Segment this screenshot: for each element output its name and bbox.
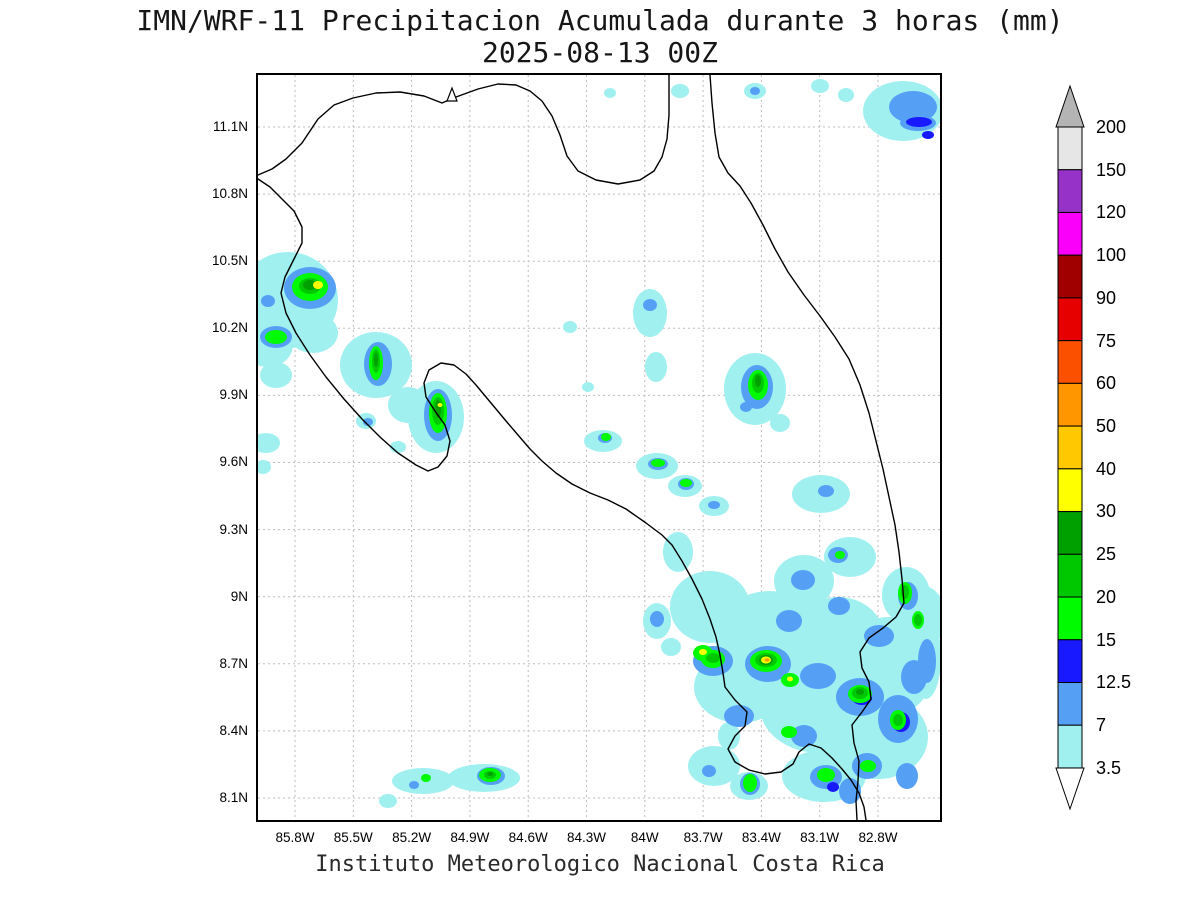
colorbar-segment-150-200 bbox=[1057, 126, 1083, 171]
lat-tick-label: 9N bbox=[230, 588, 248, 604]
coastline-caribbean-border bbox=[709, 75, 905, 820]
lon-tick-label: 84.3W bbox=[566, 830, 606, 845]
lat-tick-label: 9.3N bbox=[219, 521, 248, 537]
colorbar-tick-label: 20 bbox=[1096, 586, 1117, 607]
colorbar-tick-label: 120 bbox=[1096, 202, 1127, 223]
colorbar-tick-label: 3.5 bbox=[1096, 757, 1122, 778]
colorbar-bottom-arrow bbox=[1055, 767, 1085, 811]
lon-tick-label: 85.2W bbox=[392, 830, 432, 845]
colorbar-segment-40-50 bbox=[1057, 425, 1083, 470]
colorbar-segment-75-90 bbox=[1057, 297, 1083, 342]
map-frame bbox=[256, 73, 942, 822]
lat-tick-label: 11.1N bbox=[212, 119, 248, 134]
colorbar-labels: 200 150 120 100 90 75 60 50 40 30 25 20 15 12.5 7 3.5 bbox=[1096, 116, 1156, 779]
colorbar-tick-label: 30 bbox=[1096, 501, 1117, 522]
colorbar-top-arrow bbox=[1055, 84, 1085, 128]
lat-axis-labels: 11.1N 10.8N 10.5N 10.2N 9.9N 9.6N 9.3N 9N 8.7N 8.… bbox=[176, 118, 248, 807]
colorbar-segment-25-30 bbox=[1057, 511, 1083, 555]
colorbar-tick-label: 100 bbox=[1096, 245, 1127, 266]
lat-tick-label: 9.6N bbox=[219, 454, 248, 470]
lat-tick-label: 10.8N bbox=[211, 186, 248, 202]
colorbar-tick-label: 50 bbox=[1096, 416, 1117, 437]
lon-axis-labels: 85.8W 85.5W 85.2W 84.9W 84.6W 84.3W 84W 83.7W 83… bbox=[270, 830, 903, 845]
lat-tick-label: 8.1N bbox=[219, 789, 248, 805]
colorbar-tick-label: 25 bbox=[1096, 544, 1117, 565]
lat-tick-label: 8.4N bbox=[219, 722, 248, 738]
lon-tick-label: 83.4W bbox=[741, 830, 781, 845]
colorbar-tick-label: 90 bbox=[1096, 287, 1117, 308]
coastline-pacific bbox=[258, 178, 867, 820]
coastline-north bbox=[258, 75, 670, 185]
lon-tick-label: 83.7W bbox=[683, 830, 723, 845]
colorbar-segment-90-100 bbox=[1057, 254, 1083, 299]
colorbar-segment-12.5-15 bbox=[1057, 639, 1083, 683]
colorbar bbox=[1055, 84, 1085, 811]
lat-tick-label: 9.9N bbox=[219, 387, 248, 403]
lon-tick-label: 85.5W bbox=[333, 830, 373, 845]
lon-tick-label: 82.8W bbox=[858, 830, 898, 845]
colorbar-tick-label: 40 bbox=[1096, 458, 1117, 479]
precipitation-map bbox=[258, 75, 940, 820]
colorbar-tick-label: 200 bbox=[1096, 117, 1127, 137]
coastline bbox=[258, 75, 905, 820]
lat-tick-label: 10.5N bbox=[211, 253, 248, 269]
lon-tick-label: 84.6W bbox=[508, 830, 548, 845]
colorbar-segment-3.5-7 bbox=[1057, 724, 1083, 769]
colorbar-tick-label: 15 bbox=[1096, 629, 1117, 650]
colorbar-tick-label: 7 bbox=[1096, 715, 1107, 736]
title-block: IMN/WRF-11 Precipitacion Acumulada duran… bbox=[0, 5, 1200, 69]
lon-tick-label: 85.8W bbox=[275, 830, 315, 845]
colorbar-segments bbox=[1057, 126, 1083, 769]
colorbar-segment-60-75 bbox=[1057, 340, 1083, 384]
colorbar-segment-20-25 bbox=[1057, 553, 1083, 598]
precip-level-50-blobs bbox=[765, 658, 769, 662]
lat-tick-label: 8.7N bbox=[219, 655, 248, 671]
footer-credit: Instituto Meteorologico Nacional Costa R… bbox=[315, 852, 885, 877]
lat-tick-label: 10.2N bbox=[211, 320, 248, 336]
colorbar-tick-label: 150 bbox=[1096, 159, 1127, 180]
colorbar-segment-7-12.5 bbox=[1057, 681, 1083, 726]
colorbar-segment-100-120 bbox=[1057, 211, 1083, 256]
lon-tick-label: 84.9W bbox=[450, 830, 490, 845]
colorbar-segment-30-40 bbox=[1057, 468, 1083, 513]
colorbar-tick-label: 12.5 bbox=[1096, 672, 1132, 693]
colorbar-segment-50-60 bbox=[1057, 382, 1083, 427]
island-marker bbox=[446, 86, 458, 102]
lon-tick-label: 83.1W bbox=[800, 830, 840, 845]
colorbar-tick-label: 75 bbox=[1096, 330, 1117, 351]
colorbar-segment-15-20 bbox=[1057, 596, 1083, 641]
chart-subtitle: 2025-08-13 00Z bbox=[481, 36, 718, 69]
colorbar-tick-label: 60 bbox=[1096, 373, 1117, 394]
colorbar-segment-120-150 bbox=[1057, 169, 1083, 213]
lon-tick-label: 84W bbox=[630, 830, 659, 845]
chart-title: IMN/WRF-11 Precipitacion Acumulada duran… bbox=[136, 4, 1064, 37]
